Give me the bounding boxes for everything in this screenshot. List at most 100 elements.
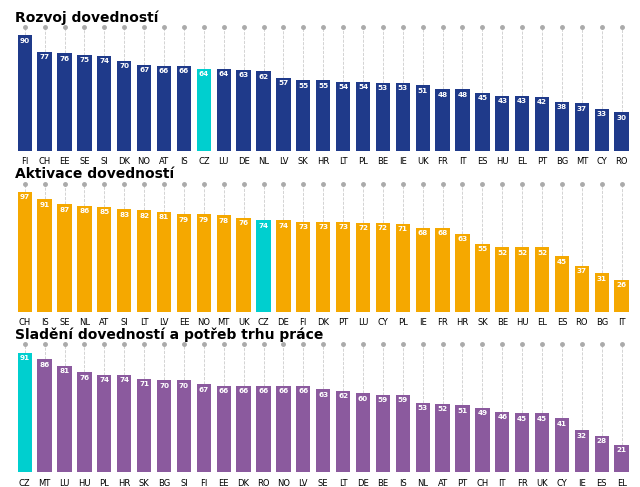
Bar: [77, 373, 92, 472]
Text: 55: 55: [298, 82, 308, 89]
Text: DE: DE: [278, 318, 289, 327]
Text: 71: 71: [398, 226, 408, 232]
Text: 67: 67: [139, 67, 149, 73]
Text: PL: PL: [398, 318, 408, 327]
Bar: [236, 386, 251, 472]
Text: 48: 48: [458, 92, 468, 97]
Text: EE: EE: [179, 318, 189, 327]
Bar: [177, 214, 191, 312]
Text: 74: 74: [99, 58, 109, 64]
Bar: [575, 103, 589, 151]
Text: 74: 74: [119, 377, 129, 383]
Bar: [117, 209, 131, 312]
Bar: [575, 431, 589, 472]
Bar: [575, 266, 589, 312]
Bar: [535, 413, 549, 472]
Bar: [614, 445, 629, 472]
Bar: [595, 109, 609, 151]
Text: 97: 97: [20, 194, 30, 200]
Text: FI: FI: [21, 157, 28, 167]
Text: FR: FR: [516, 479, 527, 487]
Text: DK: DK: [118, 157, 130, 167]
Text: 57: 57: [278, 80, 289, 86]
Bar: [17, 192, 32, 312]
Text: 63: 63: [239, 72, 249, 78]
Bar: [216, 69, 231, 151]
Text: SE: SE: [318, 479, 328, 487]
Text: 55: 55: [318, 82, 328, 89]
Bar: [276, 220, 291, 312]
Bar: [58, 204, 72, 312]
Text: 75: 75: [79, 57, 90, 63]
Text: LV: LV: [278, 157, 288, 167]
Text: EL: EL: [617, 479, 627, 487]
Text: 66: 66: [278, 388, 289, 394]
Text: LU: LU: [218, 157, 229, 167]
Bar: [196, 69, 211, 151]
Text: LT: LT: [339, 479, 348, 487]
Text: HR: HR: [118, 479, 131, 487]
Bar: [455, 234, 470, 312]
Text: 86: 86: [40, 362, 50, 368]
Bar: [555, 102, 569, 151]
Bar: [177, 66, 191, 151]
Text: SE: SE: [79, 157, 90, 167]
Bar: [515, 413, 529, 472]
Text: LT: LT: [140, 318, 148, 327]
Text: 81: 81: [159, 214, 169, 220]
Text: BG: BG: [158, 479, 170, 487]
Text: MT: MT: [576, 157, 588, 167]
Bar: [236, 218, 251, 312]
Text: 66: 66: [259, 388, 269, 394]
Text: IS: IS: [180, 157, 188, 167]
Bar: [356, 223, 370, 312]
Bar: [97, 375, 111, 472]
Text: IT: IT: [618, 318, 625, 327]
Bar: [137, 65, 151, 151]
Text: 91: 91: [40, 202, 50, 208]
Text: 73: 73: [318, 224, 328, 230]
Bar: [316, 390, 330, 472]
Text: CY: CY: [596, 157, 607, 167]
Text: UK: UK: [238, 318, 250, 327]
Text: IS: IS: [399, 479, 406, 487]
Text: IT: IT: [499, 479, 506, 487]
Bar: [236, 70, 251, 151]
Text: EL: EL: [537, 318, 547, 327]
Text: CH: CH: [19, 318, 31, 327]
Text: 67: 67: [199, 387, 209, 393]
Bar: [455, 405, 470, 472]
Text: NO: NO: [277, 479, 290, 487]
Text: LV: LV: [159, 318, 169, 327]
Bar: [196, 214, 211, 312]
Bar: [137, 210, 151, 312]
Bar: [296, 80, 310, 151]
Text: CZ: CZ: [19, 479, 31, 487]
Text: 74: 74: [278, 223, 289, 229]
Text: 71: 71: [139, 381, 149, 387]
Text: 81: 81: [60, 368, 70, 374]
Text: 49: 49: [477, 411, 488, 416]
Bar: [435, 404, 450, 472]
Bar: [555, 418, 569, 472]
Text: NO: NO: [197, 318, 211, 327]
Text: 63: 63: [458, 236, 468, 243]
Bar: [157, 212, 171, 312]
Text: 59: 59: [397, 397, 408, 403]
Text: 51: 51: [458, 408, 468, 413]
Text: SK: SK: [477, 318, 488, 327]
Text: CZ: CZ: [258, 318, 269, 327]
Text: 82: 82: [139, 213, 149, 219]
Bar: [157, 66, 171, 151]
Text: 21: 21: [617, 447, 627, 453]
Bar: [455, 89, 470, 151]
Text: 70: 70: [179, 383, 189, 389]
Bar: [58, 366, 72, 472]
Text: 43: 43: [517, 98, 527, 104]
Text: FR: FR: [437, 318, 448, 327]
Bar: [595, 435, 609, 472]
Text: 37: 37: [577, 106, 587, 112]
Bar: [336, 81, 350, 151]
Text: 41: 41: [557, 421, 567, 427]
Bar: [276, 386, 291, 472]
